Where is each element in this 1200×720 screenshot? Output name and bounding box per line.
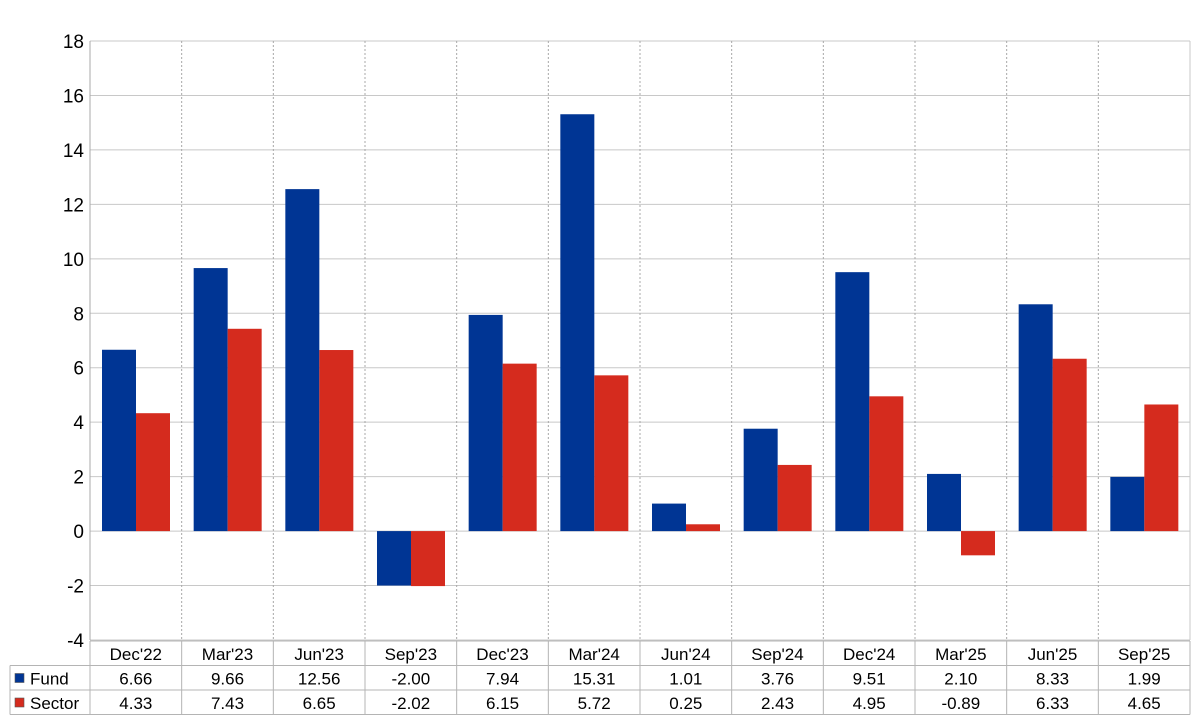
bar-fund [1110, 476, 1145, 532]
y-tick-label: 0 [73, 522, 84, 543]
category-label: Dec'23 [476, 645, 528, 664]
y-tick-label: 16 [63, 86, 84, 107]
bar-sector [777, 464, 812, 532]
data-label-sector: 5.72 [578, 694, 611, 713]
data-label-fund: 12.56 [298, 670, 341, 689]
y-tick-label: 6 [73, 359, 84, 380]
bar-sector [136, 413, 170, 532]
bar-fund [927, 473, 961, 532]
data-label-sector: 0.25 [669, 694, 702, 713]
bar-sector [502, 363, 537, 532]
bar-fund [835, 272, 870, 532]
y-tick-label: 2 [73, 468, 84, 489]
category-label: Sep'25 [1118, 645, 1170, 664]
bar-sector [686, 524, 720, 532]
y-tick-label: 18 [63, 32, 84, 53]
category-label: Sep'24 [751, 645, 803, 664]
category-label: Jun'24 [661, 645, 711, 664]
legend-swatch-fund [14, 673, 25, 683]
bar-sector [961, 531, 995, 556]
data-label-fund: 7.94 [486, 670, 519, 689]
data-label-sector: -0.89 [941, 694, 980, 713]
bar-fund [377, 531, 411, 586]
bar-sector [1052, 358, 1087, 532]
category-label: Dec'22 [110, 645, 162, 664]
bar-fund [652, 503, 686, 532]
legend-swatch-sector [14, 697, 25, 708]
data-label-fund: 2.10 [944, 670, 977, 689]
legend-label-sector: Sector [30, 694, 79, 713]
data-label-fund: 8.33 [1036, 670, 1069, 689]
y-tick-label: 12 [63, 195, 84, 216]
bar-sector [594, 375, 629, 532]
category-label: Mar'25 [935, 645, 986, 664]
bar-fund [193, 268, 228, 532]
data-label-sector: 2.43 [761, 694, 794, 713]
data-label-sector: 6.65 [303, 694, 336, 713]
bar-fund [560, 114, 595, 532]
bar-sector [411, 531, 445, 587]
bar-sector [869, 396, 904, 532]
category-label: Jun'23 [294, 645, 344, 664]
category-label: Mar'24 [568, 645, 619, 664]
y-tick-label: 4 [73, 413, 84, 434]
category-label: Sep'23 [385, 645, 437, 664]
category-label: Dec'24 [843, 645, 895, 664]
data-label-sector: 6.33 [1036, 694, 1069, 713]
bar-sector [319, 350, 354, 532]
bar-fund [743, 428, 778, 532]
bar-fund [1018, 304, 1053, 532]
category-label: Mar'23 [202, 645, 253, 664]
data-label-fund: 15.31 [573, 670, 616, 689]
data-label-sector: 7.43 [211, 694, 244, 713]
data-label-fund: 6.66 [119, 670, 152, 689]
bar-fund [468, 314, 503, 532]
bar-fund [102, 349, 136, 532]
y-tick-label: 8 [73, 304, 84, 325]
y-tick-label: -2 [67, 577, 84, 598]
bar-fund [285, 189, 320, 532]
data-label-sector: 4.95 [853, 694, 886, 713]
data-label-sector: 6.15 [486, 694, 519, 713]
bar-sector [227, 328, 262, 532]
legend-label-fund: Fund [30, 670, 69, 689]
data-label-sector: -2.02 [391, 694, 430, 713]
data-label-fund: 1.01 [669, 670, 702, 689]
data-label-fund: 1.99 [1128, 670, 1161, 689]
category-label: Jun'25 [1028, 645, 1078, 664]
y-tick-label: 10 [63, 250, 84, 271]
data-label-fund: 3.76 [761, 670, 794, 689]
data-label-sector: 4.65 [1128, 694, 1161, 713]
bar-sector [1144, 404, 1179, 532]
data-label-fund: 9.51 [853, 670, 886, 689]
y-tick-label: 14 [63, 141, 85, 162]
y-tick-label: -4 [67, 631, 84, 652]
data-label-fund: -2.00 [391, 670, 430, 689]
data-label-fund: 9.66 [211, 670, 244, 689]
data-label-sector: 4.33 [119, 694, 152, 713]
